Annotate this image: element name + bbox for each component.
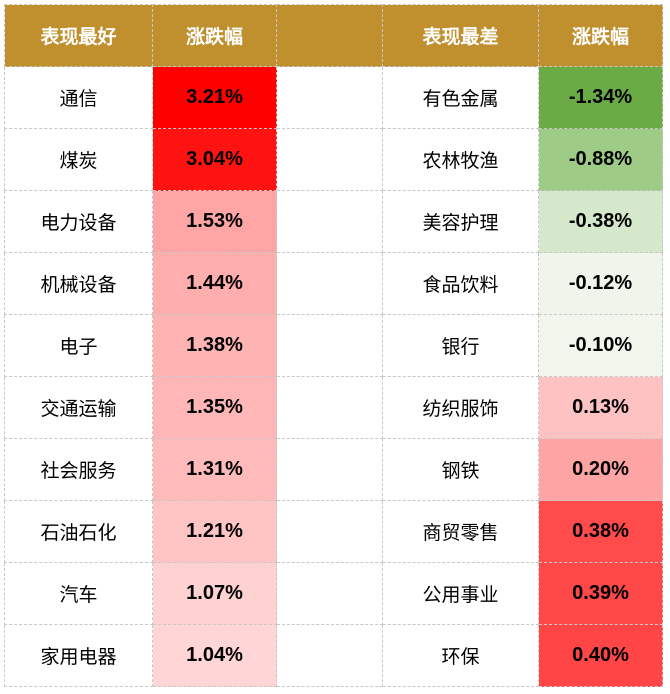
table-row: 电力设备 1.53% 美容护理 -0.38%	[4, 190, 663, 253]
table-row: 电子 1.38% 银行 -0.10%	[4, 314, 663, 377]
best-name: 电子	[4, 314, 153, 377]
worst-value: -0.38%	[538, 190, 663, 253]
table-body: 通信 3.21% 有色金属 -1.34% 煤炭 3.04% 农林牧渔 -0.88…	[4, 66, 663, 687]
worst-title-header: 表现最差	[382, 4, 539, 67]
table-row: 社会服务 1.31% 钢铁 0.20%	[4, 438, 663, 501]
worst-name: 商贸零售	[382, 500, 539, 563]
best-name: 社会服务	[4, 438, 153, 501]
table-row: 通信 3.21% 有色金属 -1.34%	[4, 66, 663, 129]
worst-value: -0.10%	[538, 314, 663, 377]
gap-cell	[276, 624, 383, 687]
worst-name: 公用事业	[382, 562, 539, 625]
worst-name: 农林牧渔	[382, 128, 539, 191]
best-name: 机械设备	[4, 252, 153, 315]
worst-value: 0.39%	[538, 562, 663, 625]
worst-name: 钢铁	[382, 438, 539, 501]
best-value: 1.04%	[152, 624, 277, 687]
best-name: 汽车	[4, 562, 153, 625]
best-name: 煤炭	[4, 128, 153, 191]
best-value: 1.44%	[152, 252, 277, 315]
best-name: 石油石化	[4, 500, 153, 563]
best-value: 3.04%	[152, 128, 277, 191]
table-row: 煤炭 3.04% 农林牧渔 -0.88%	[4, 128, 663, 191]
worst-name: 银行	[382, 314, 539, 377]
worst-name: 美容护理	[382, 190, 539, 253]
best-name: 通信	[4, 66, 153, 129]
gap-cell	[276, 128, 383, 191]
table-row: 机械设备 1.44% 食品饮料 -0.12%	[4, 252, 663, 315]
gap-cell	[276, 500, 383, 563]
worst-name: 有色金属	[382, 66, 539, 129]
header-row: 表现最好 涨跌幅 表现最差 涨跌幅	[4, 4, 663, 67]
best-value: 1.07%	[152, 562, 277, 625]
worst-value: 0.38%	[538, 500, 663, 563]
worst-value: -0.88%	[538, 128, 663, 191]
worst-name: 环保	[382, 624, 539, 687]
worst-change-header: 涨跌幅	[538, 4, 663, 67]
best-name: 交通运输	[4, 376, 153, 439]
best-value: 1.21%	[152, 500, 277, 563]
best-value: 3.21%	[152, 66, 277, 129]
best-change-header: 涨跌幅	[152, 4, 277, 67]
gap-cell	[276, 314, 383, 377]
gap-cell	[276, 562, 383, 625]
gap-cell	[276, 252, 383, 315]
worst-name: 食品饮料	[382, 252, 539, 315]
worst-value: 0.20%	[538, 438, 663, 501]
best-value: 1.53%	[152, 190, 277, 253]
gap-cell	[276, 66, 383, 129]
worst-value: 0.13%	[538, 376, 663, 439]
best-value: 1.38%	[152, 314, 277, 377]
gap-cell	[276, 190, 383, 253]
table-row: 交通运输 1.35% 纺织服饰 0.13%	[4, 376, 663, 439]
performance-table: 表现最好 涨跌幅 表现最差 涨跌幅 通信 3.21% 有色金属 -1.34% 煤…	[4, 4, 663, 687]
worst-value: 0.40%	[538, 624, 663, 687]
best-name: 家用电器	[4, 624, 153, 687]
best-name: 电力设备	[4, 190, 153, 253]
table-row: 家用电器 1.04% 环保 0.40%	[4, 624, 663, 687]
best-value: 1.31%	[152, 438, 277, 501]
gap-cell	[276, 376, 383, 439]
best-title-header: 表现最好	[4, 4, 153, 67]
worst-value: -0.12%	[538, 252, 663, 315]
table-row: 汽车 1.07% 公用事业 0.39%	[4, 562, 663, 625]
worst-name: 纺织服饰	[382, 376, 539, 439]
table-row: 石油石化 1.21% 商贸零售 0.38%	[4, 500, 663, 563]
gap-header	[276, 4, 383, 67]
worst-value: -1.34%	[538, 66, 663, 129]
best-value: 1.35%	[152, 376, 277, 439]
gap-cell	[276, 438, 383, 501]
